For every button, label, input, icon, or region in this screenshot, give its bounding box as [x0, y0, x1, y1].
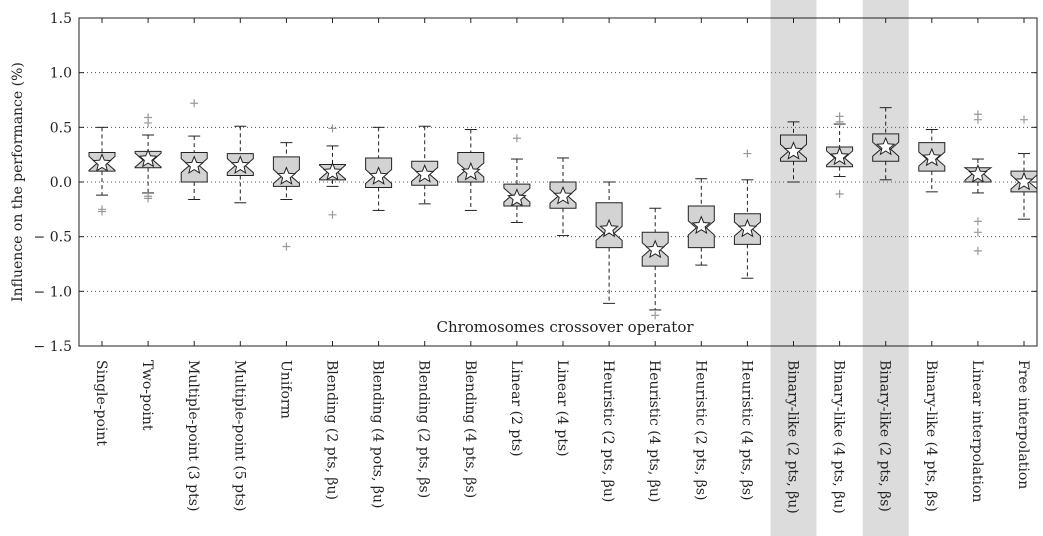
outlier-marker [835, 117, 844, 126]
box-15 [733, 149, 761, 279]
mean-marker [599, 218, 619, 238]
outlier-marker [512, 134, 521, 143]
y-tick-label: 1.0 [50, 66, 72, 82]
box-17 [826, 112, 854, 199]
box-20 [963, 110, 993, 255]
outlier-marker [328, 124, 337, 133]
box-12 [595, 181, 623, 304]
box-21 [1010, 115, 1038, 220]
box-2 [134, 113, 162, 203]
y-tick-label: − 1.0 [34, 284, 72, 300]
category-label: Linear (2 pts) [508, 360, 524, 457]
outlier-marker [1020, 115, 1028, 124]
outlier-marker [190, 99, 199, 108]
boxes [88, 99, 1038, 320]
category-label: Binary-like (4 pts, βu) [831, 360, 847, 514]
outlier-marker [973, 115, 982, 124]
category-label: Linear interpolation [969, 360, 985, 502]
y-axis-label: Influence on the performance (%) [10, 62, 26, 302]
mean-marker [507, 188, 527, 207]
category-label: Linear (4 pts) [554, 360, 570, 457]
box-3 [180, 99, 208, 200]
category-label: Multiple-point (5 pts) [231, 360, 247, 511]
outlier-marker [328, 210, 337, 219]
mean-marker [553, 185, 573, 205]
box-4 [226, 125, 254, 204]
box-8 [411, 125, 439, 205]
outlier-marker [973, 217, 982, 226]
mean-marker [968, 164, 988, 183]
x-axis: Single-point Two-point Multiple-point (3 p… [93, 18, 1031, 514]
category-label: Binary-like (4 pts, βs) [923, 360, 939, 512]
mean-marker [1014, 171, 1034, 191]
mean-marker [276, 166, 297, 185]
mean-marker [138, 148, 158, 168]
outlier-marker [973, 228, 982, 237]
mean-marker [921, 147, 942, 167]
mean-marker [691, 215, 712, 235]
mean-marker [460, 161, 481, 181]
mean-marker [829, 146, 850, 166]
y-tick-label: 0.5 [50, 120, 72, 136]
box-19 [918, 129, 946, 193]
outlier-marker [743, 149, 752, 158]
mean-marker [368, 166, 389, 185]
highlight-band [862, 0, 909, 536]
box-7 [365, 126, 393, 211]
y-axis: 1.5 1.0 0.5 0.0 − 0.5 − 1.0 − 1.5 [34, 11, 1037, 355]
outlier-marker [282, 242, 291, 251]
category-label: Binary-like (2 pts, βs) [877, 360, 893, 512]
category-label: Heuristic (4 pts, βu) [646, 360, 662, 502]
box-10 [503, 134, 531, 223]
category-label: Heuristic (2 pts, βs) [692, 360, 708, 501]
box-5 [272, 142, 300, 251]
mean-marker [230, 155, 251, 174]
mean-marker [92, 153, 112, 172]
category-label: Two-point [139, 360, 155, 431]
outlier-marker [973, 246, 982, 255]
annotation: Chromosomes crossover operator [436, 318, 694, 336]
y-tick-label: − 0.5 [34, 230, 72, 246]
mean-marker [645, 239, 666, 259]
category-label: Binary-like (2 pts, βu) [785, 360, 801, 514]
outlier-marker [98, 207, 106, 216]
outlier-marker [835, 190, 844, 199]
mean-marker [875, 136, 896, 156]
category-label: Blending (4 pts, βs) [462, 360, 478, 498]
box-9 [457, 129, 485, 211]
category-label: Single-point [93, 360, 109, 446]
mean-marker [783, 141, 804, 160]
box-1 [88, 126, 116, 216]
mean-marker [322, 161, 343, 181]
category-label: Free interpolation [1015, 360, 1031, 489]
box-14 [687, 178, 715, 266]
mean-marker [184, 155, 205, 174]
mean-marker [737, 218, 758, 238]
y-tick-label: − 1.5 [34, 339, 72, 355]
highlight-band [770, 0, 817, 536]
y-tick-label: 0.0 [50, 175, 72, 191]
category-label: Heuristic (4 pts, βs) [738, 360, 754, 501]
mean-marker [414, 164, 435, 183]
category-label: Blending (2 pts, βs) [416, 360, 432, 498]
box-18 [872, 107, 900, 181]
outlier-marker [144, 118, 153, 127]
box-6 [319, 124, 346, 219]
box-11 [549, 157, 577, 237]
category-label: Blending (4 pots, βu) [370, 360, 386, 508]
box-16 [780, 121, 807, 183]
outlier-marker [144, 194, 153, 203]
box-13 [641, 207, 669, 320]
category-label: Heuristic (2 pts, βu) [600, 360, 616, 502]
category-label: Blending (2 pts, βu) [324, 360, 340, 500]
category-label: Uniform [277, 360, 293, 419]
category-label: Multiple-point (3 pts) [185, 360, 201, 511]
highlight-bands [770, 0, 909, 536]
y-tick-label: 1.5 [50, 11, 72, 27]
outlier-marker [651, 311, 660, 320]
